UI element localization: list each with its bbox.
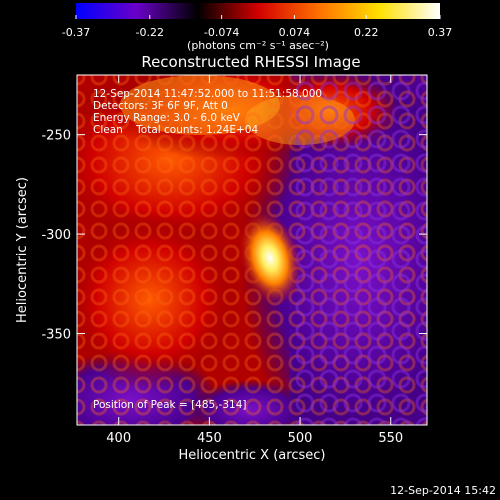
footer-timestamp: 12-Sep-2014 15:42 — [390, 484, 496, 497]
colorbar — [76, 3, 440, 19]
y-tick-label: -250 — [41, 129, 71, 144]
y-tick-label: -300 — [41, 228, 71, 243]
y-tick-label: -350 — [41, 328, 71, 343]
y-axis-ticks: -250 -300 -350 — [41, 129, 427, 343]
colorbar-tick-label: 0.37 — [428, 26, 453, 39]
colorbar-tick-label: -0.37 — [62, 26, 90, 39]
info-detectors: Detectors: 3F 6F 9F, Att 0 — [93, 100, 228, 112]
colorbar-tick-label: -0.074 — [204, 26, 239, 39]
x-tick-label: 550 — [378, 431, 403, 446]
colorbar-tick-label: 0.074 — [279, 26, 311, 39]
x-axis-label: Heliocentric X (arcsec) — [179, 448, 326, 463]
x-tick-label: 400 — [106, 431, 131, 446]
x-axis-ticks: 400 450 500 550 — [106, 75, 403, 446]
plot-frame — [76, 74, 428, 426]
rhessi-image — [77, 75, 427, 425]
x-tick-label: 500 — [288, 431, 313, 446]
plot-title: Reconstructed RHESSI Image — [141, 53, 360, 71]
info-time-range: 12-Sep-2014 11:47:52.000 to 11:51:58.000 — [93, 88, 322, 100]
info-counts: Clean Total counts: 1.24E+04 — [93, 124, 258, 136]
colorbar-ticks: -0.37 -0.22 -0.074 0.074 0.22 0.37 — [62, 15, 452, 39]
info-energy-range: Energy Range: 3.0 - 6.0 keV — [93, 112, 241, 124]
peak-position-label: Position of Peak = [485,-314] — [93, 399, 247, 411]
colorbar-tick-label: -0.22 — [136, 26, 164, 39]
colorbar-tick-label: 0.22 — [354, 26, 379, 39]
colorbar-unit-label: (photons cm⁻² s⁻¹ asec⁻²) — [187, 39, 329, 52]
y-axis-label: Heliocentric Y (arcsec) — [15, 177, 30, 323]
x-tick-label: 450 — [197, 431, 222, 446]
